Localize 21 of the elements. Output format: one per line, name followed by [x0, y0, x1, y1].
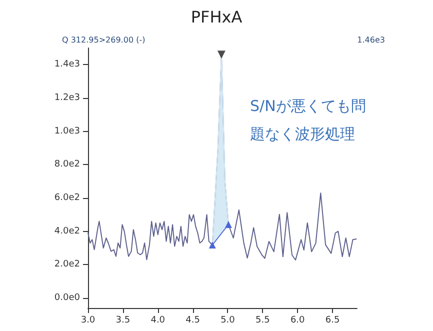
text: 1.46e3 [357, 36, 385, 44]
x-tick-label: 5.5 [256, 316, 270, 326]
y-tick-label: 4.0e2 [54, 226, 80, 236]
y-tick-label: 6.0e2 [54, 193, 80, 203]
y-tick-label: 1.0e3 [54, 126, 80, 136]
x-tick-label: 3.0 [80, 316, 96, 326]
annotation: S/Nが悪くても問題なく波形処理 [250, 97, 366, 143]
y-tick-label: 1.4e3 [54, 60, 80, 70]
y-tick-label: 0.0e0 [54, 293, 80, 303]
point [217, 50, 226, 59]
x-tick-label: 6.0 [290, 316, 306, 326]
x-tick-label: 5.0 [220, 316, 236, 326]
y-tick-label: 8.0e2 [54, 160, 80, 170]
chart-title: PFHxA [190, 8, 242, 26]
text: Q 312.95>269.00 (-) [62, 36, 146, 44]
y-tick-label: 2.0e2 [54, 260, 80, 270]
x-tick-label: 3.5 [116, 316, 130, 326]
x-tick-label: 6.5 [325, 316, 340, 326]
x-tick-label: 4.5 [186, 316, 200, 326]
y-tick-label: 1.2e3 [54, 93, 80, 103]
x-tick-label: 4.0 [150, 316, 166, 326]
